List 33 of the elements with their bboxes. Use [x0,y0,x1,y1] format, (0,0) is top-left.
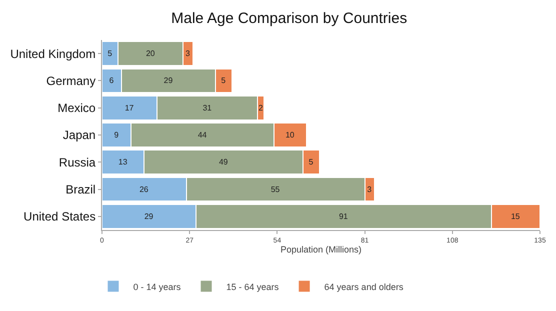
y-tick-label: Mexico [58,101,96,116]
data-label: 31 [202,103,212,112]
data-label: 55 [270,184,280,194]
data-label: 3 [367,184,372,194]
data-label: 5 [108,49,113,58]
legend-label: 15 - 64 years [226,282,280,292]
y-tick-label: United States [24,210,96,224]
data-label: 3 [185,49,190,58]
y-tick-label: Germany [46,74,96,88]
data-label: 15 [510,212,520,221]
data-label: 49 [218,158,228,167]
data-label: 29 [144,212,154,221]
data-label: 10 [285,130,295,140]
data-label: 29 [164,76,174,86]
y-tick-label: Brazil [66,182,96,196]
data-label: 91 [338,212,348,221]
data-label: 5 [221,76,226,86]
y-tick-label: Japan [62,128,96,142]
chart-title: Male Age Comparison by Countries [171,10,408,27]
data-label: 44 [198,130,208,140]
data-label: 5 [308,158,314,167]
data-label: 2 [258,103,264,112]
y-tick-label: Russia [58,155,96,170]
y-tick-label: United Kingdom [10,46,96,61]
legend-label: 0 - 14 years [133,282,182,292]
data-label: 20 [146,49,156,58]
data-label: 6 [109,76,114,86]
x-axis-title: Population (Millions) [280,244,362,254]
legend-label: 64 years and olders [324,282,404,292]
data-label: 13 [118,158,128,167]
data-label: 17 [124,103,134,112]
data-label: 26 [139,184,149,194]
data-label: 9 [114,130,120,140]
